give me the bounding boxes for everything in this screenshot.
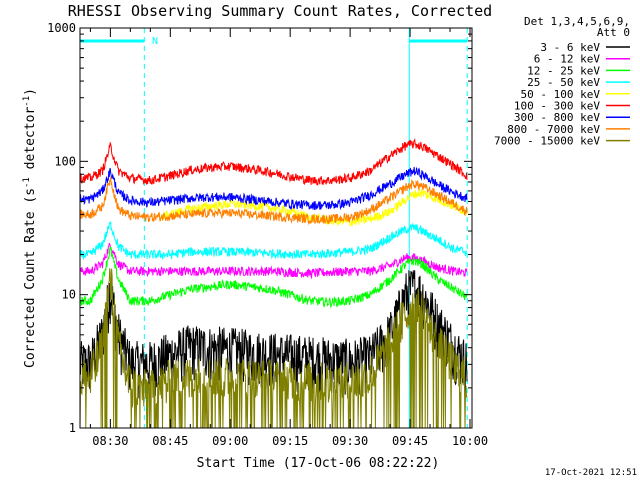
series-group (80, 138, 468, 428)
series-line (80, 176, 468, 226)
x-tick-label: 10:00 (452, 434, 488, 448)
series-line (80, 138, 468, 187)
chart-title: RHESSI Observing Summary Count Rates, Co… (68, 2, 492, 20)
legend-label: 300 - 800 keV (514, 111, 600, 124)
legend-label: 25 - 50 keV (527, 76, 600, 89)
series-line (80, 166, 468, 211)
timestamp: 17-Oct-2021 12:51 (545, 468, 637, 478)
y-tick-label: 1000 (47, 21, 76, 35)
y-tick-label: 100 (54, 154, 76, 168)
legend-label: 50 - 100 keV (521, 88, 601, 101)
series-line (80, 268, 468, 428)
legend-label: 6 - 12 keV (534, 53, 601, 66)
y-tick-label: 1 (69, 421, 76, 435)
legend-label: 12 - 25 keV (527, 64, 600, 77)
y-axis-label: Corrected Count Rate (s-1 detector-1) (22, 88, 38, 368)
x-tick-label: 09:45 (392, 434, 428, 448)
plot-frame (79, 27, 473, 429)
legend-label: 100 - 300 keV (514, 100, 600, 113)
legend-label: 800 - 7000 keV (507, 123, 600, 136)
flag-label: N (152, 36, 158, 47)
x-tick-label: 09:00 (212, 434, 248, 448)
y-tick-label: 10 (62, 288, 76, 302)
x-tick-label: 08:45 (152, 434, 188, 448)
series-line (80, 246, 468, 309)
axis-ticks: 1 10 100 1000 08:30 08:45 09:00 09:15 09:30 09:45… (47, 21, 488, 448)
x-axis-label: Start Time (17-Oct-06 08:22:22) (197, 456, 440, 471)
series-line (157, 188, 468, 227)
x-tick-label: 09:15 (272, 434, 308, 448)
series-line (80, 242, 468, 280)
legend-label: 3 - 6 keV (540, 41, 600, 54)
legend-label: 7000 - 15000 keV (494, 135, 600, 148)
legend-header: Att 0 (597, 26, 630, 39)
x-tick-label: 09:30 (332, 434, 368, 448)
series-line (80, 221, 468, 260)
x-tick-label: 08:30 (92, 434, 128, 448)
legend-header: Det 1,3,4,5,6,9, (524, 15, 630, 28)
